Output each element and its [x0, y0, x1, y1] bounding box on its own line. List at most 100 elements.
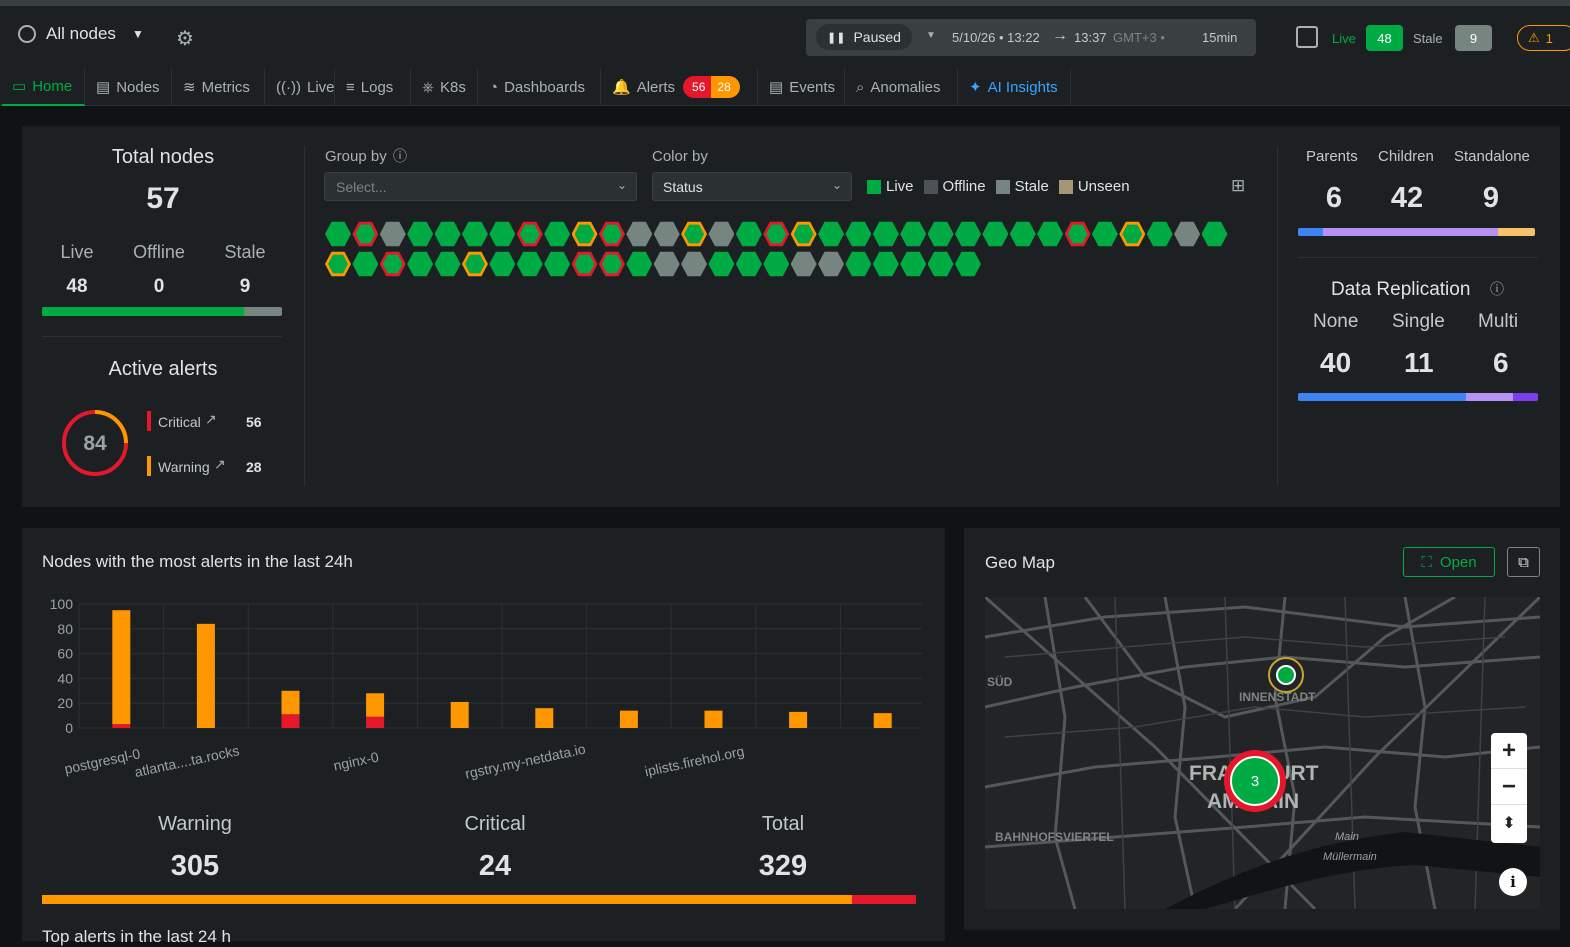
node-hexagon[interactable]	[544, 221, 571, 247]
map-canvas[interactable]: INNENSTADT SÜD BAHNHOFSVIERTEL FRANKFURT…	[985, 597, 1540, 909]
compass-button[interactable]: ⬍	[1502, 815, 1516, 832]
node-hexagon[interactable]	[708, 251, 735, 277]
node-hexagon[interactable]	[461, 221, 488, 247]
space-selector[interactable]: All nodes ▼	[18, 24, 144, 44]
node-hexagon[interactable]	[626, 221, 653, 247]
open-button[interactable]: ⛶ Open	[1403, 547, 1495, 577]
node-hexagon[interactable]	[763, 251, 790, 277]
info-icon[interactable]: ⓘ	[393, 148, 407, 164]
node-hexagon[interactable]	[790, 251, 817, 277]
tab-k8s[interactable]: ⎈ K8s	[412, 68, 478, 106]
color-by-select[interactable]: Status ⌄	[652, 172, 852, 201]
node-hexagon[interactable]	[434, 251, 461, 277]
node-hexagon[interactable]	[1174, 221, 1201, 247]
single-label: Single	[1392, 311, 1445, 332]
events-icon: ▤	[769, 79, 784, 96]
node-hexagon[interactable]	[1201, 221, 1228, 247]
node-hexagon[interactable]	[1091, 221, 1118, 247]
export-button[interactable]: ⧉	[1507, 547, 1540, 577]
node-hexagon[interactable]	[379, 251, 406, 277]
node-hexagon[interactable]	[1037, 221, 1064, 247]
node-hexagon[interactable]	[1146, 221, 1173, 247]
node-hexagon[interactable]	[845, 221, 872, 247]
node-hexagon[interactable]	[352, 251, 379, 277]
tab-anomalies[interactable]: ⌕ Anomalies	[846, 68, 958, 106]
node-hexagon[interactable]	[571, 251, 598, 277]
node-hexagon[interactable]	[927, 251, 954, 277]
node-hexagon[interactable]	[954, 251, 981, 277]
node-hexagon[interactable]	[379, 221, 406, 247]
node-hexagon[interactable]	[927, 221, 954, 247]
chevron-down-icon[interactable]: ▼	[926, 30, 936, 41]
node-hexagon[interactable]	[1119, 221, 1146, 247]
time-range-end[interactable]: 13:37	[1074, 30, 1107, 45]
map-info-button[interactable]: i	[1499, 868, 1527, 896]
node-hexagon[interactable]	[352, 221, 379, 247]
node-hexagon[interactable]	[954, 221, 981, 247]
tab-nodes[interactable]: ▤ Nodes	[86, 68, 172, 106]
tab-ai-insights[interactable]: ✦ AI Insights	[959, 68, 1071, 106]
external-link-icon[interactable]: ↗	[214, 456, 226, 472]
node-hexagon[interactable]	[544, 251, 571, 277]
node-hexagon[interactable]	[763, 221, 790, 247]
node-hexagon[interactable]	[653, 221, 680, 247]
node-hexagon[interactable]	[325, 221, 351, 247]
tab-dashboards[interactable]: ◔ Dashboards	[479, 68, 601, 106]
multi-value: 6	[1493, 347, 1509, 378]
group-by-select[interactable]: Select... ⌄	[324, 172, 637, 201]
node-hexagon[interactable]	[735, 221, 762, 247]
node-hexagon[interactable]	[681, 221, 708, 247]
duration[interactable]: 15min	[1202, 30, 1238, 45]
node-hexagon[interactable]	[735, 251, 762, 277]
tab-live[interactable]: ((·)) Live	[266, 68, 335, 106]
node-hexagon[interactable]	[872, 221, 899, 247]
tab-events[interactable]: ▤ Events	[759, 68, 845, 106]
gear-icon[interactable]: ⚙	[176, 28, 194, 50]
node-hexagon[interactable]	[653, 251, 680, 277]
node-hexagon[interactable]	[982, 221, 1009, 247]
node-hexagon[interactable]	[872, 251, 899, 277]
node-hexagon[interactable]	[1009, 221, 1036, 247]
time-range-start[interactable]: 5/10/26 • 13:22	[952, 30, 1040, 45]
node-hexagon[interactable]	[489, 251, 516, 277]
node-hexagon[interactable]	[516, 251, 543, 277]
pause-button[interactable]: ❚❚ Paused	[816, 24, 912, 50]
live-count-badge[interactable]: 48	[1366, 25, 1403, 51]
node-hexagon[interactable]	[489, 221, 516, 247]
node-hexagon[interactable]	[626, 251, 653, 277]
cluster-marker[interactable]: 3	[1224, 750, 1286, 812]
info-icon[interactable]: ⓘ	[1490, 281, 1504, 297]
x-tick-label: atlanta....ta.rocks	[133, 742, 241, 780]
node-hexagon[interactable]	[571, 221, 598, 247]
tab-logs[interactable]: ≡ Logs	[336, 68, 411, 106]
external-link-icon[interactable]: ↗	[205, 411, 217, 427]
node-hexagon[interactable]	[407, 221, 434, 247]
node-hexagon[interactable]	[516, 221, 543, 247]
node-hexagon[interactable]	[818, 221, 845, 247]
node-hexagon[interactable]	[598, 221, 625, 247]
node-hexagon[interactable]	[325, 251, 351, 277]
node-hexagon[interactable]	[681, 251, 708, 277]
children-value: 42	[1390, 182, 1424, 214]
node-hexagon[interactable]	[900, 221, 927, 247]
river-label-main: Main	[1335, 831, 1359, 843]
node-hexagon[interactable]	[790, 221, 817, 247]
node-hexagon[interactable]	[845, 251, 872, 277]
warning-alerts-button[interactable]: ⚠ 1	[1517, 25, 1570, 51]
tab-metrics[interactable]: ≋ Metrics	[173, 68, 265, 106]
node-hexagon[interactable]	[818, 251, 845, 277]
node-hexagon[interactable]	[407, 251, 434, 277]
node-hexagon[interactable]	[900, 251, 927, 277]
zoom-in-button[interactable]: +	[1491, 733, 1527, 769]
node-hexagon[interactable]	[598, 251, 625, 277]
node-marker[interactable]	[1268, 657, 1304, 693]
stale-count-badge[interactable]: 9	[1455, 25, 1492, 51]
node-hexagon[interactable]	[461, 251, 488, 277]
node-hexagon[interactable]	[708, 221, 735, 247]
node-hexagon[interactable]	[1064, 221, 1091, 247]
node-hexagon[interactable]	[434, 221, 461, 247]
zoom-out-button[interactable]: −	[1491, 769, 1527, 805]
tab-alerts[interactable]: 🔔 Alerts 56 28	[602, 68, 758, 106]
add-row-icon[interactable]: ⊞	[1231, 176, 1246, 195]
tab-home[interactable]: ▭ Home	[2, 68, 85, 106]
